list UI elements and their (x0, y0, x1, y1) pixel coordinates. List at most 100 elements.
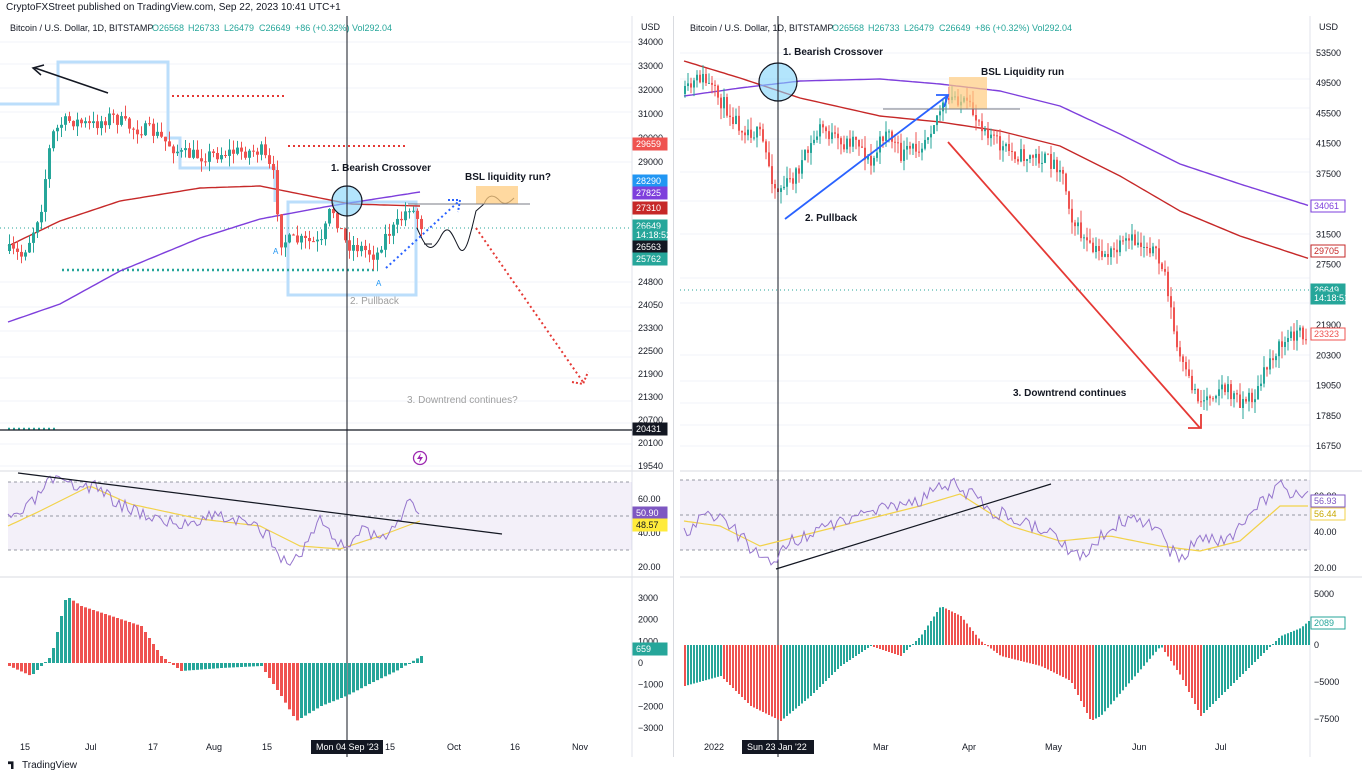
ao-bar (894, 645, 896, 654)
ao-bar (16, 663, 19, 670)
left-chart-panel[interactable]: Bitcoin / U.S. Dollar, 1D, BITSTAMP O265… (0, 16, 674, 757)
ao-bar (40, 663, 43, 666)
ao-bar (104, 614, 107, 663)
ao-bar (1296, 629, 1298, 645)
candle-body (1074, 222, 1076, 227)
candle-body (336, 213, 339, 229)
ao-bar (388, 663, 391, 675)
ao-bar (192, 663, 195, 671)
candle-body (1182, 356, 1184, 363)
candle-body (1146, 246, 1148, 249)
price-badge (1310, 494, 1346, 508)
lightning-icon[interactable] (412, 450, 428, 466)
price-badge-label: 56.93 (1314, 496, 1337, 506)
axis-tick-label: −5000 (1314, 677, 1339, 687)
candle-body (714, 84, 716, 86)
ao-bar (1113, 645, 1115, 701)
candle-body (1167, 271, 1169, 297)
candle-body (891, 131, 893, 142)
candle-body (280, 214, 283, 248)
candle-body (32, 232, 35, 243)
candle-body (1200, 401, 1202, 403)
candle-body (304, 235, 307, 239)
axis-tick-label: 21900 (1316, 320, 1341, 330)
candle-body (942, 102, 944, 112)
candle-body (690, 83, 692, 88)
ao-bar (759, 645, 761, 711)
axis-tick-label: 27500 (1316, 260, 1341, 270)
candle-body (939, 111, 941, 116)
ao-bar (344, 663, 347, 697)
right-chart-canvas[interactable]: Bitcoin / U.S. Dollar, 1D, BITSTAMP O265… (680, 16, 1362, 757)
ao-bar (876, 645, 878, 648)
candle-body (396, 218, 399, 225)
candle-body (1002, 146, 1004, 151)
annotation-pullback: 2. Pullback (805, 213, 858, 224)
ao-bar (144, 632, 147, 663)
candle-body (1086, 237, 1088, 241)
axis-tick-label: 32000 (638, 85, 663, 95)
ao-bar (933, 616, 935, 645)
bsl-box (476, 186, 518, 204)
ao-bar (68, 598, 71, 663)
footer-brand[interactable]: TradingView (0, 757, 1362, 775)
ao-bar (1047, 645, 1049, 670)
candle-body (849, 138, 851, 147)
price-badge-label: 23323 (1314, 329, 1339, 339)
legend-open: O26568 (152, 23, 184, 33)
ao-bar (864, 645, 866, 650)
ao-bar (978, 638, 980, 645)
ao-bar (204, 663, 207, 670)
candle-body (220, 155, 223, 160)
price-badge-label: 50.90 (636, 508, 659, 518)
candle-body (44, 179, 47, 212)
time-tick-label: Oct (447, 742, 462, 752)
price-badge (1310, 244, 1346, 258)
candle-body (268, 155, 271, 164)
candle-body (1050, 153, 1052, 169)
axis-tick-label: 21900 (638, 369, 663, 379)
candle-body (900, 142, 902, 161)
ao-bar (702, 645, 704, 681)
ao-bar (1158, 645, 1160, 649)
ao-bar (822, 645, 824, 684)
candle-body (912, 143, 914, 149)
candle-body (1101, 251, 1103, 257)
candle-body (1188, 369, 1190, 376)
ao-bar (240, 663, 243, 667)
ao-bar (160, 656, 163, 663)
ao-bar (1122, 645, 1124, 691)
candle-body (392, 224, 395, 236)
ao-bar (873, 645, 875, 647)
candle-body (1206, 396, 1208, 401)
ao-bar (768, 645, 770, 715)
ao-bar (300, 663, 303, 718)
price-badge-label: 34061 (1314, 201, 1339, 211)
axis-tick-label: 3000 (638, 593, 658, 603)
candle-body (855, 136, 857, 140)
ao-bar (804, 645, 806, 701)
candle-body (116, 114, 119, 125)
ao-bar (1131, 645, 1133, 680)
candle-body (1140, 242, 1142, 247)
price-badge-label: 14:18:51 (1314, 293, 1349, 303)
ao-bar (969, 627, 971, 645)
candle-body (1164, 268, 1166, 272)
ao-bar (780, 645, 782, 721)
candle-body (996, 135, 998, 137)
right-chart-panel[interactable]: Bitcoin / U.S. Dollar, 1D, BITSTAMP O265… (680, 16, 1362, 757)
candle-body (1248, 392, 1250, 402)
ao-bar (232, 663, 235, 668)
candle-body (1170, 296, 1172, 308)
axis-tick-label: 31500 (1316, 229, 1341, 239)
candle-body (1179, 347, 1181, 357)
ao-bar (1233, 645, 1235, 683)
candle-body (1053, 159, 1055, 169)
ao-bar (1203, 645, 1205, 713)
ao-bar (316, 663, 319, 709)
ao-bar (1212, 645, 1214, 704)
candle-body (1254, 399, 1256, 403)
left-chart-canvas[interactable]: Bitcoin / U.S. Dollar, 1D, BITSTAMP O265… (0, 16, 673, 757)
ao-bar (140, 626, 143, 663)
ao-bar (807, 645, 809, 699)
